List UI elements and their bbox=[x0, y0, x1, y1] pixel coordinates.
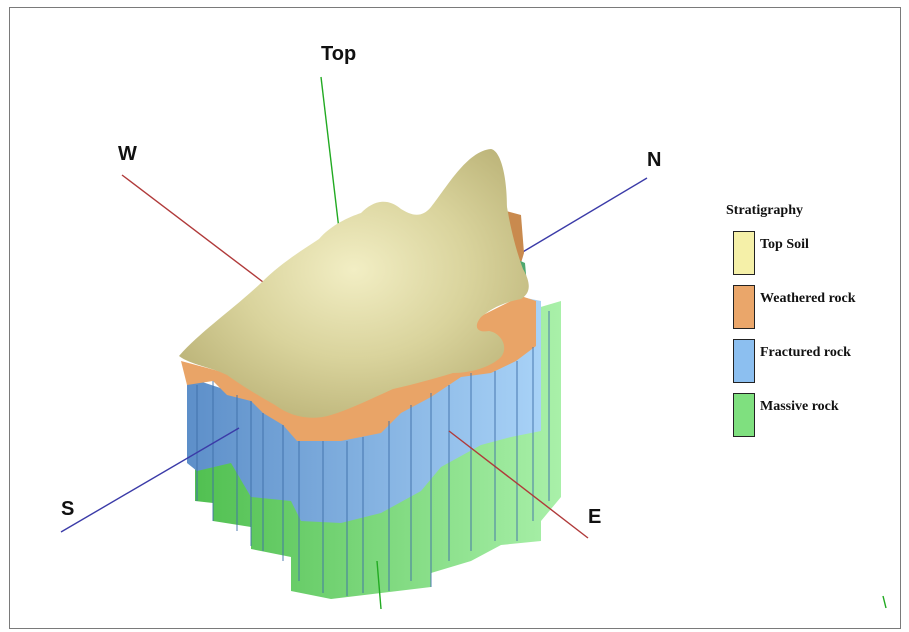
north-axis-line bbox=[520, 177, 648, 254]
west-axis-line bbox=[121, 174, 264, 283]
south-axis-label: S bbox=[61, 498, 74, 520]
west-axis-label: W bbox=[118, 143, 137, 165]
legend-title: Stratigraphy bbox=[726, 203, 803, 218]
weathered-rock-swatch bbox=[733, 285, 755, 329]
top-axis-label: Top bbox=[321, 43, 356, 65]
legend-item-fractured-rock: Fractured rock bbox=[726, 339, 851, 393]
north-axis-label: N bbox=[647, 149, 661, 171]
legend-item-label: Massive rock bbox=[760, 399, 839, 414]
south-axis-line bbox=[60, 427, 240, 533]
legend-item-massive-rock: Massive rock bbox=[726, 393, 839, 447]
top-soil-swatch bbox=[733, 231, 755, 275]
geology-3d-scene[interactable]: Top W N S E bbox=[10, 8, 900, 628]
column-stripes bbox=[196, 311, 550, 596]
massive-rock-swatch bbox=[733, 393, 755, 437]
legend-item-label: Fractured rock bbox=[760, 345, 851, 360]
top-soil-surface bbox=[179, 149, 529, 418]
legend-item-label: Weathered rock bbox=[760, 291, 856, 306]
top-axis-lower bbox=[376, 560, 382, 610]
legend-item-label: Top Soil bbox=[760, 237, 809, 252]
legend-item-top-soil: Top Soil bbox=[726, 231, 809, 285]
legend-item-weathered-rock: Weathered rock bbox=[726, 285, 856, 339]
weathered-rock-layer bbox=[181, 296, 536, 441]
stray-mark bbox=[882, 595, 887, 609]
fractured-rock-swatch bbox=[733, 339, 755, 383]
stratigraphy-legend: Stratigraphy Top Soil Weathered rock Fra… bbox=[726, 203, 856, 447]
east-axis-label: E bbox=[588, 506, 601, 528]
east-axis-line bbox=[448, 430, 589, 539]
